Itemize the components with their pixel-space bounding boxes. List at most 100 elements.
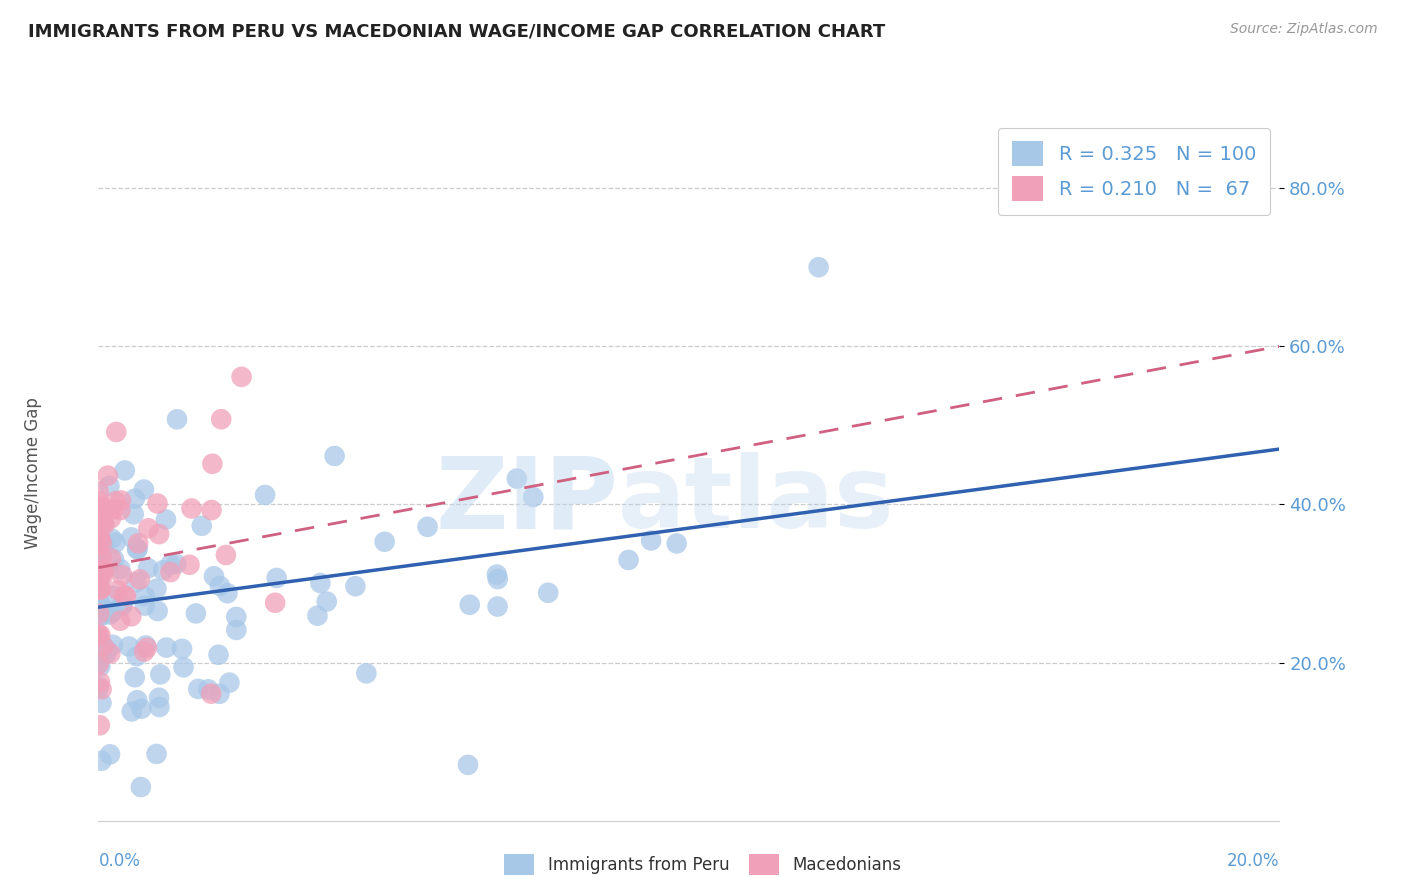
Point [207, 648, 229, 662]
Point [125, 649, 148, 664]
Point [374, 534, 396, 549]
Point [155, 512, 177, 526]
Point [90, 597, 112, 611]
Point [87, 591, 110, 606]
Point [89, 571, 111, 585]
Point [486, 599, 509, 614]
Point [209, 412, 232, 426]
Point [134, 599, 156, 613]
Point [152, 563, 174, 577]
Point [170, 641, 193, 656]
Point [522, 490, 544, 504]
Point [98, 479, 121, 493]
Point [97, 468, 120, 483]
Point [87, 532, 110, 546]
Point [145, 582, 167, 596]
Point [202, 569, 225, 583]
Point [218, 675, 240, 690]
Point [155, 640, 177, 655]
Point [87, 539, 110, 553]
Point [127, 693, 149, 707]
Point [165, 557, 187, 571]
Point [124, 491, 146, 506]
Point [93, 517, 115, 532]
Point [87, 632, 110, 647]
Point [90, 550, 112, 565]
Text: Source: ZipAtlas.com: Source: ZipAtlas.com [1230, 22, 1378, 37]
Point [159, 558, 181, 572]
Point [225, 623, 247, 637]
Point [89, 609, 111, 624]
Text: 0.0%: 0.0% [98, 852, 141, 870]
Point [110, 503, 132, 517]
Point [197, 682, 219, 697]
Point [96, 603, 118, 617]
Point [208, 579, 231, 593]
Point [100, 532, 122, 546]
Point [254, 488, 277, 502]
Point [89, 558, 111, 572]
Point [90, 500, 112, 514]
Point [91, 607, 114, 622]
Point [89, 659, 111, 673]
Point [89, 628, 111, 642]
Point [537, 586, 560, 600]
Point [104, 494, 127, 508]
Point [127, 541, 149, 556]
Point [104, 535, 127, 549]
Point [148, 700, 170, 714]
Point [90, 566, 112, 581]
Point [87, 571, 110, 585]
Point [87, 630, 110, 644]
Point [145, 747, 167, 761]
Point [129, 780, 152, 794]
Point [89, 582, 111, 596]
Point [87, 543, 110, 558]
Point [115, 589, 138, 603]
Point [807, 260, 830, 275]
Point [111, 568, 134, 582]
Point [101, 605, 124, 619]
Point [91, 570, 114, 584]
Point [135, 639, 157, 653]
Point [103, 502, 125, 516]
Point [173, 660, 195, 674]
Point [121, 705, 143, 719]
Point [89, 607, 111, 621]
Point [131, 702, 153, 716]
Point [148, 527, 170, 541]
Point [94, 648, 117, 662]
Point [640, 533, 662, 548]
Point [91, 516, 114, 530]
Point [87, 680, 110, 694]
Point [87, 656, 110, 670]
Point [90, 536, 112, 550]
Point [485, 567, 508, 582]
Point [138, 521, 160, 535]
Point [98, 647, 121, 661]
Point [120, 530, 142, 544]
Point [98, 747, 121, 762]
Point [356, 666, 378, 681]
Point [89, 529, 111, 543]
Point [125, 575, 148, 590]
Point [114, 463, 136, 477]
Point [100, 551, 122, 566]
Point [93, 538, 115, 552]
Point [132, 483, 155, 497]
Point [307, 608, 329, 623]
Point [100, 511, 122, 525]
Point [264, 596, 287, 610]
Point [87, 562, 110, 576]
Point [225, 610, 247, 624]
Point [87, 627, 110, 641]
Point [91, 500, 114, 515]
Point [89, 718, 111, 732]
Text: 20.0%: 20.0% [1227, 852, 1279, 870]
Point [134, 645, 156, 659]
Point [108, 614, 131, 628]
Point [112, 588, 135, 602]
Point [87, 601, 110, 615]
Point [103, 552, 125, 566]
Point [125, 542, 148, 557]
